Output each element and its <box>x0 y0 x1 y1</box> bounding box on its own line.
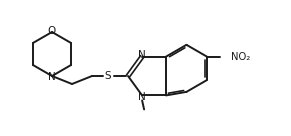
Text: N: N <box>48 72 56 82</box>
Text: N: N <box>138 92 146 102</box>
Text: O: O <box>48 26 56 36</box>
Text: N: N <box>138 50 146 60</box>
Text: NO₂: NO₂ <box>231 52 250 62</box>
Text: S: S <box>105 71 111 81</box>
